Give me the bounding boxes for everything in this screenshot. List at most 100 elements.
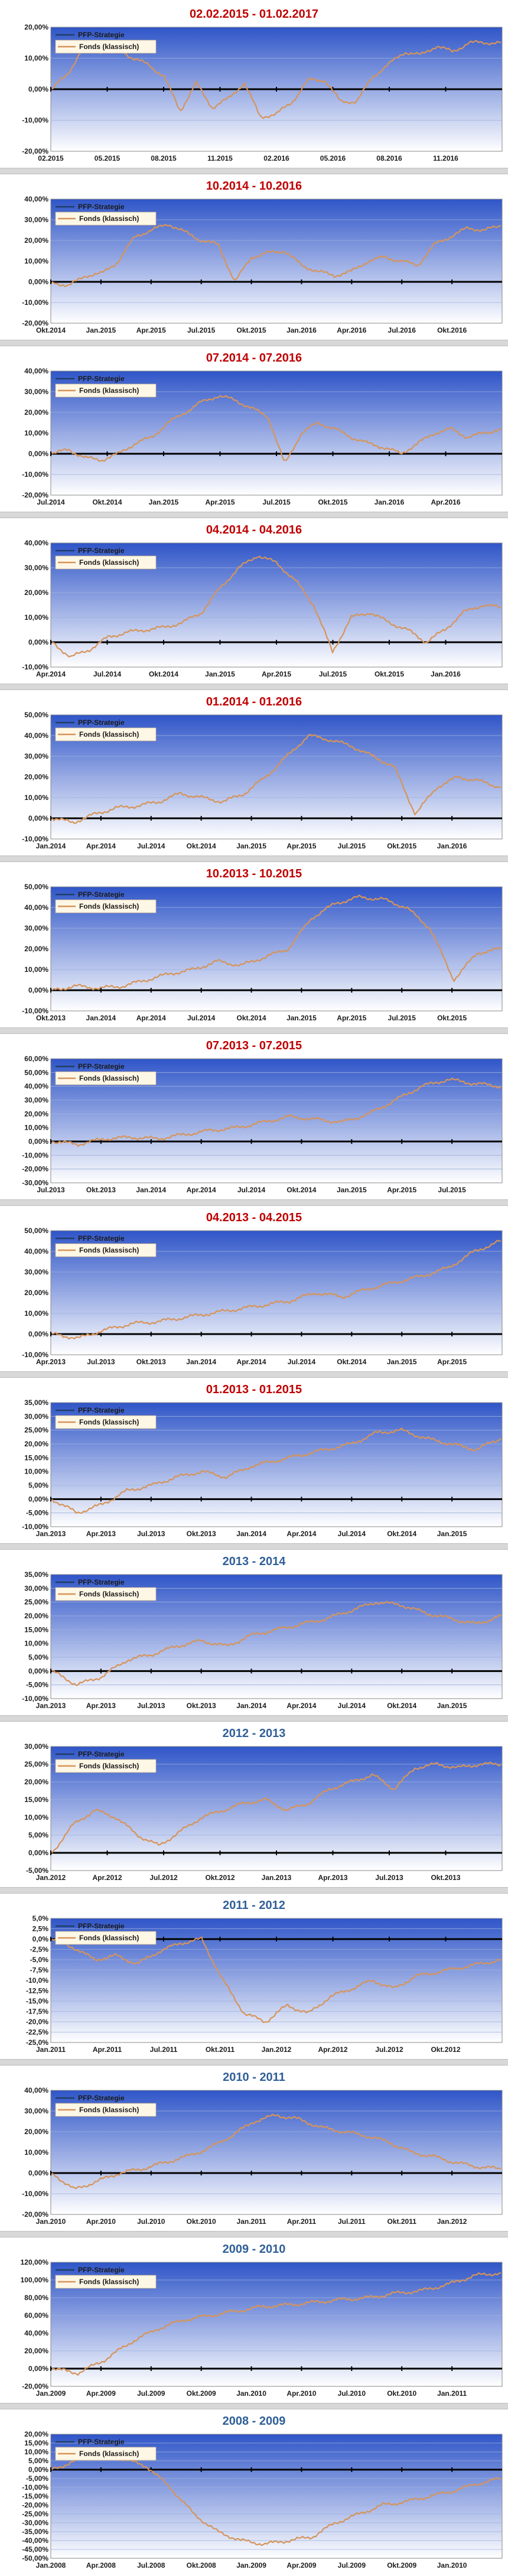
y-tick-label: -10,00% bbox=[22, 663, 48, 671]
x-tick-label: Apr.2015 bbox=[262, 670, 291, 678]
chart-panel: 2010 - 2011 -20,00% -10,00% 0,00% 10,00% 20,0… bbox=[0, 2066, 508, 2232]
fund-series-line bbox=[51, 395, 502, 462]
y-tick-label: -5,0% bbox=[30, 1956, 49, 1964]
y-tick-label: -5,00% bbox=[26, 1681, 48, 1689]
legend-fund-box bbox=[55, 40, 157, 54]
x-tick-label: Jan.2014 bbox=[236, 1530, 266, 1538]
y-tick-label: 35,00% bbox=[24, 1398, 48, 1407]
chart-title: 10.2014 - 10.2016 bbox=[206, 180, 302, 193]
y-tick-label: 60,00% bbox=[24, 2311, 48, 2320]
x-tick-label: Apr.2008 bbox=[86, 2561, 116, 2570]
x-tick-label: 05.2015 bbox=[95, 154, 121, 162]
x-tick-label: Jan.2014 bbox=[236, 1702, 266, 1710]
legend-fund-label: Fonds (klassisch) bbox=[79, 730, 139, 739]
legend-strategy-label: PFP-Strategie bbox=[78, 718, 125, 727]
x-tick-label: Okt.2013 bbox=[431, 1874, 460, 1882]
x-tick-label: 11.2015 bbox=[207, 154, 233, 162]
chart-panel: 2013 - 2014 -10,00% -5,00% 0,00% 5,00% 10,00%… bbox=[0, 1550, 508, 1716]
fund-series-line bbox=[51, 733, 502, 824]
chart-panel: 01.2014 - 01.2016 -10,00% 0,00% 10,00% 20,00… bbox=[0, 690, 508, 857]
y-tick-label: -20,0% bbox=[26, 2018, 48, 2026]
panel-separator bbox=[0, 1371, 508, 1378]
fund-series-line bbox=[51, 1427, 502, 1514]
y-tick-label: 40,00% bbox=[24, 1247, 48, 1256]
legend: PFP-Strategie Fonds (klassisch) bbox=[55, 1578, 157, 1601]
x-tick-label: Apr.2013 bbox=[36, 1358, 66, 1366]
y-tick-label: 0,00% bbox=[28, 2364, 48, 2373]
y-tick-label: -12,5% bbox=[26, 1987, 48, 1995]
chart-title: 2009 - 2010 bbox=[222, 2243, 286, 2256]
y-tick-label: 0,00% bbox=[28, 450, 48, 458]
y-tick-label: 40,00% bbox=[24, 539, 48, 547]
chart-panel: 2008 - 2009 -50,00% -45,00% -40,00% -35,00% -… bbox=[0, 2409, 508, 2576]
x-tick-label: Jul.2014 bbox=[338, 1702, 366, 1710]
legend-fund-box bbox=[55, 1759, 157, 1773]
legend: PFP-Strategie Fonds (klassisch) bbox=[55, 31, 157, 54]
y-tick-label: -20,00% bbox=[22, 319, 48, 327]
x-tick-label: Okt.2013 bbox=[187, 1530, 216, 1538]
x-tick-label: Jul.2016 bbox=[388, 326, 416, 334]
fund-series-line bbox=[51, 1761, 502, 1853]
x-tick-label: Jul.2014 bbox=[187, 1014, 216, 1022]
x-tick-label: Okt.2014 bbox=[387, 1530, 416, 1538]
x-tick-label: Okt.2009 bbox=[387, 2561, 416, 2570]
y-tick-label: 40,00% bbox=[24, 903, 48, 912]
x-tick-label: Okt.2016 bbox=[437, 326, 467, 334]
y-tick-label: 30,00% bbox=[24, 924, 48, 932]
y-tick-label: 30,00% bbox=[24, 388, 48, 396]
y-tick-label: 0,00% bbox=[28, 2169, 48, 2177]
x-tick-label: Jan.2012 bbox=[36, 1874, 66, 1882]
chart-svg: -20,00% 0,00% 20,00% 40,00% 60,00% 80,00% 100,… bbox=[21, 2258, 503, 2398]
y-tick-label: 20,00% bbox=[24, 945, 48, 953]
fund-series-line bbox=[51, 1077, 502, 1147]
x-tick-label: Okt.2013 bbox=[86, 1186, 116, 1194]
y-tick-label: 30,00% bbox=[24, 2107, 48, 2115]
x-tick-label: Okt.2008 bbox=[187, 2561, 216, 2570]
chart-title: 07.2014 - 07.2016 bbox=[206, 352, 302, 365]
chart-title: 2008 - 2009 bbox=[222, 2415, 286, 2428]
chart-panel: 07.2013 - 07.2015 -30,00% -20,00% -10,00% 0,… bbox=[0, 1034, 508, 1201]
legend-fund-box bbox=[55, 727, 157, 741]
y-tick-label: 0,00% bbox=[28, 278, 48, 286]
legend-strategy-label: PFP-Strategie bbox=[78, 375, 125, 383]
y-tick-label: -30,00% bbox=[22, 2519, 48, 2527]
y-tick-label: 120,00% bbox=[21, 2258, 49, 2266]
y-tick-label: -15,00% bbox=[22, 2492, 48, 2500]
y-tick-label: 15,00% bbox=[24, 2439, 48, 2447]
y-tick-label: 20,00% bbox=[24, 408, 48, 417]
x-tick-label: Jul.2014 bbox=[288, 1358, 316, 1366]
legend: PFP-Strategie Fonds (klassisch) bbox=[55, 547, 157, 570]
y-tick-label: -20,00% bbox=[22, 2210, 48, 2219]
y-tick-label: 10,00% bbox=[24, 1309, 48, 1318]
chart-panel: 07.2014 - 07.2016 -20,00% -10,00% 0,00% 10,0… bbox=[0, 346, 508, 513]
x-tick-label: Jul.2015 bbox=[187, 326, 216, 334]
x-tick-label: Okt.2011 bbox=[387, 2217, 417, 2226]
legend-fund-label: Fonds (klassisch) bbox=[79, 1934, 139, 1942]
legend: PFP-Strategie Fonds (klassisch) bbox=[55, 890, 157, 913]
legend: PFP-Strategie Fonds (klassisch) bbox=[55, 2094, 157, 2117]
y-tick-label: 100,00% bbox=[21, 2276, 49, 2284]
legend-strategy-label: PFP-Strategie bbox=[78, 31, 125, 39]
x-tick-label: Jan.2015 bbox=[387, 1358, 417, 1366]
y-tick-label: 10,00% bbox=[24, 1124, 48, 1132]
chart-title: 04.2013 - 04.2015 bbox=[206, 1211, 302, 1224]
x-tick-label: Apr.2013 bbox=[86, 1702, 116, 1710]
x-tick-label: Apr.2010 bbox=[286, 2389, 316, 2398]
x-tick-label: Jul.2012 bbox=[375, 2045, 403, 2054]
x-tick-label: Jul.2015 bbox=[338, 842, 366, 850]
y-tick-label: 60,00% bbox=[24, 1055, 48, 1063]
y-tick-label: 20,00% bbox=[24, 1110, 48, 1118]
x-tick-label: Jan.2015 bbox=[236, 842, 266, 850]
legend-fund-box bbox=[55, 1415, 157, 1429]
x-tick-label: Apr.2015 bbox=[437, 1358, 467, 1366]
y-tick-label: 15,00% bbox=[24, 1625, 48, 1634]
x-tick-label: Jan.2015 bbox=[86, 326, 116, 334]
legend-fund-label: Fonds (klassisch) bbox=[79, 1418, 139, 1426]
panel-separator bbox=[0, 168, 508, 174]
x-tick-label: Apr.2011 bbox=[287, 2217, 317, 2226]
y-tick-label: 2,5% bbox=[32, 1925, 49, 1933]
y-tick-label: 0,00% bbox=[28, 1495, 48, 1503]
legend-fund-box bbox=[55, 2103, 157, 2117]
chart-title: 02.02.2015 - 01.02.2017 bbox=[190, 8, 318, 21]
chart-svg: -20,00% -10,00% 0,00% 10,00% 20,00% 30,00% 40,… bbox=[22, 367, 503, 506]
